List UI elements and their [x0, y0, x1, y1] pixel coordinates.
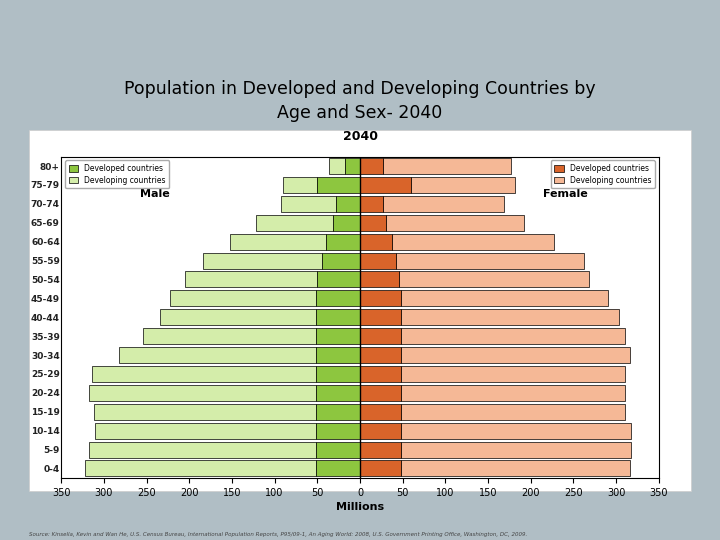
Bar	[411, 177, 516, 193]
Bar	[92, 366, 315, 382]
Bar	[401, 291, 608, 306]
Bar	[185, 272, 318, 287]
Bar	[143, 328, 315, 344]
Bar	[360, 196, 383, 212]
Bar	[315, 461, 360, 476]
Bar	[256, 215, 333, 231]
Bar	[400, 272, 589, 287]
Text: Male: Male	[140, 190, 170, 199]
Bar	[120, 347, 315, 363]
Bar	[383, 196, 504, 212]
Bar	[401, 347, 630, 363]
Bar	[94, 404, 315, 420]
Bar	[161, 309, 315, 325]
Bar	[203, 253, 323, 268]
Bar	[360, 423, 401, 438]
Bar	[315, 404, 360, 420]
Bar	[386, 215, 524, 231]
Bar	[401, 328, 625, 344]
Bar	[315, 385, 360, 401]
Bar	[318, 177, 360, 193]
Bar	[360, 461, 401, 476]
Bar	[401, 423, 631, 438]
Bar	[401, 309, 618, 325]
Bar	[360, 309, 401, 325]
Bar	[315, 291, 360, 306]
Bar	[95, 423, 315, 438]
Bar	[315, 309, 360, 325]
Bar	[281, 196, 336, 212]
Bar	[318, 272, 360, 287]
Text: Population in Developed and Developing Countries by
Age and Sex- 2040: Population in Developed and Developing C…	[124, 80, 596, 122]
Bar	[360, 404, 401, 420]
Bar	[360, 158, 383, 174]
Bar	[283, 177, 318, 193]
Bar	[360, 347, 401, 363]
Bar	[360, 234, 392, 249]
Bar	[315, 328, 360, 344]
Bar	[333, 215, 360, 231]
Bar	[85, 461, 315, 476]
Bar	[392, 234, 554, 249]
Bar	[360, 366, 401, 382]
Bar	[401, 366, 625, 382]
Bar	[360, 177, 411, 193]
Bar	[345, 158, 360, 174]
Bar	[315, 347, 360, 363]
Bar	[401, 404, 625, 420]
X-axis label: Millions: Millions	[336, 502, 384, 512]
Text: Female: Female	[542, 190, 588, 199]
Bar	[315, 442, 360, 457]
Bar	[360, 385, 401, 401]
Bar	[360, 442, 401, 457]
Bar	[89, 442, 315, 457]
Bar	[336, 196, 360, 212]
Bar	[360, 291, 401, 306]
Bar	[326, 234, 360, 249]
Text: Source: Kinsella, Kevin and Wan He, U.S. Census Bureau, International Population: Source: Kinsella, Kevin and Wan He, U.S.…	[29, 532, 527, 537]
Bar	[323, 253, 360, 268]
Text: 2040: 2040	[343, 130, 377, 143]
Bar	[360, 253, 396, 268]
Bar	[360, 328, 401, 344]
Bar	[230, 234, 326, 249]
Bar	[360, 215, 386, 231]
Bar	[315, 423, 360, 438]
Bar	[89, 385, 315, 401]
Bar	[360, 272, 400, 287]
Bar	[171, 291, 315, 306]
Bar	[383, 158, 511, 174]
Bar	[396, 253, 584, 268]
Bar	[401, 461, 630, 476]
Bar	[401, 442, 631, 457]
Bar	[329, 158, 345, 174]
Legend: Developed countries, Developing countries: Developed countries, Developing countrie…	[551, 160, 655, 188]
Bar	[401, 385, 625, 401]
Bar	[315, 366, 360, 382]
